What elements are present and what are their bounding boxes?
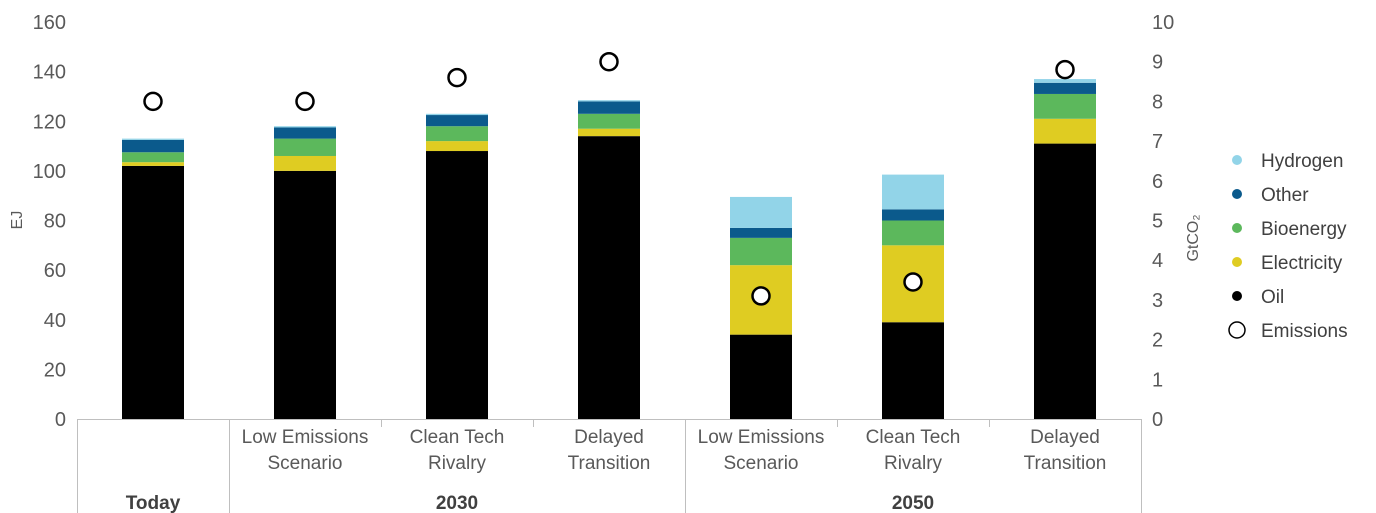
x-category-label: Clean Tech	[866, 427, 961, 448]
bar-segment-bioenergy	[426, 126, 488, 142]
bar-segment-other	[1034, 82, 1096, 94]
legend-marker-bioenergy	[1232, 223, 1242, 233]
y-right-tick-label: 6	[1152, 171, 1163, 193]
bar-segment-oil	[730, 334, 792, 419]
legend-label-other: Other	[1261, 185, 1309, 206]
y-right-tick-label: 3	[1152, 290, 1163, 312]
bar-segment-bioenergy	[122, 152, 184, 163]
bar-segment-oil	[1034, 143, 1096, 420]
y-axis-right-ticks: 0 1 2 3 4 5 6 7 8 9 10	[1152, 12, 1174, 431]
x-category-label: Low Emissions	[698, 427, 825, 448]
y-left-tick-label: 60	[44, 260, 66, 282]
emissions-point	[447, 67, 467, 88]
x-category-label: Scenario	[268, 453, 343, 474]
legend-label-bioenergy: Bioenergy	[1261, 219, 1347, 240]
bar-segment-oil	[426, 151, 488, 419]
y-right-tick-label: 8	[1152, 91, 1163, 113]
bar-segment-bioenergy	[274, 138, 336, 156]
legend-marker-other	[1232, 189, 1242, 199]
x-group-label: Today	[126, 493, 181, 513]
x-group-label: 2030	[436, 493, 478, 513]
y-right-tick-label: 5	[1152, 211, 1163, 233]
emissions-point	[599, 51, 619, 72]
x-category-label: Low Emissions	[242, 427, 369, 448]
x-category-label: Delayed	[1030, 427, 1100, 448]
emissions-point	[143, 91, 163, 112]
legend-marker-emissions	[1228, 321, 1246, 339]
legend-marker-electricity	[1232, 257, 1242, 267]
legend-marker-oil	[1232, 291, 1242, 301]
x-axis: Low Emissions Scenario Clean Tech Rivalry De…	[77, 419, 1142, 513]
y-right-tick-label: 1	[1152, 369, 1163, 391]
bar-segment-oil	[274, 170, 336, 419]
y-right-tick-label: 0	[1152, 409, 1163, 431]
emissions-point	[903, 272, 923, 292]
bar-segment-electricity	[578, 128, 640, 137]
y-left-tick-label: 140	[33, 62, 66, 84]
emissions-point	[295, 91, 315, 112]
legend-label-hydrogen: Hydrogen	[1261, 151, 1343, 172]
bar-segment-bioenergy	[578, 113, 640, 129]
bar-segment-oil	[122, 165, 184, 419]
bar-segment-other	[730, 227, 792, 238]
bar-segment-oil	[882, 322, 944, 419]
bar-segment-electricity	[426, 141, 488, 152]
bar-segment-hydrogen	[122, 138, 184, 140]
bar-segment-electricity	[274, 155, 336, 171]
y-left-tick-label: 20	[44, 359, 66, 381]
bar-segment-other	[578, 101, 640, 114]
legend-label-oil: Oil	[1261, 287, 1284, 308]
y-right-tick-label: 9	[1152, 52, 1163, 74]
legend-label-emissions: Emissions	[1261, 321, 1348, 342]
y-axis-right-label: GtCO₂	[1185, 214, 1202, 261]
bar-segment-hydrogen	[274, 126, 336, 128]
emissions-point	[1055, 59, 1075, 80]
x-category-label: Rivalry	[428, 453, 487, 474]
y-left-tick-label: 40	[44, 310, 66, 332]
x-category-label: Transition	[1024, 453, 1107, 474]
y-right-tick-label: 2	[1152, 330, 1163, 352]
emissions-markers	[143, 51, 1075, 306]
bar-segment-other	[274, 127, 336, 139]
y-left-tick-label: 100	[33, 161, 66, 183]
bar-segment-bioenergy	[1034, 93, 1096, 119]
bar-segment-other	[882, 209, 944, 221]
y-left-tick-label: 80	[44, 211, 66, 233]
bar-segment-hydrogen	[882, 174, 944, 210]
x-category-label: Clean Tech	[410, 427, 505, 448]
bar-segment-hydrogen	[426, 113, 488, 116]
legend: Hydrogen Other Bioenergy Electricity Oil Emis…	[1228, 151, 1348, 342]
y-axis-left-label: EJ	[9, 211, 26, 230]
bar-segment-other	[426, 115, 488, 127]
bar-segment-electricity	[1034, 118, 1096, 144]
legend-label-electricity: Electricity	[1261, 253, 1343, 274]
legend-marker-hydrogen	[1232, 155, 1242, 165]
bar-segment-hydrogen	[730, 196, 792, 228]
x-category-label: Scenario	[724, 453, 799, 474]
x-category-label: Delayed	[574, 427, 644, 448]
y-right-tick-label: 10	[1152, 12, 1174, 34]
y-axis-left-ticks: 0 20 40 60 80 100 120 140 160	[33, 12, 66, 431]
y-right-tick-label: 4	[1152, 250, 1163, 272]
bar-segment-electricity	[122, 162, 184, 166]
x-group-label: 2050	[892, 493, 934, 513]
bar-segment-bioenergy	[730, 237, 792, 266]
bar-segment-other	[122, 139, 184, 153]
bar-segment-oil	[578, 136, 640, 419]
y-left-tick-label: 0	[55, 409, 66, 431]
y-left-tick-label: 120	[33, 111, 66, 133]
bar-segment-hydrogen	[1034, 79, 1096, 83]
emissions-point	[751, 286, 771, 306]
y-right-tick-label: 7	[1152, 131, 1163, 153]
bar-segment-bioenergy	[882, 220, 944, 246]
x-category-label: Rivalry	[884, 453, 943, 474]
x-category-label: Transition	[568, 453, 651, 474]
y-left-tick-label: 160	[33, 12, 66, 34]
bar-stacks	[122, 79, 1096, 420]
bar-segment-hydrogen	[578, 100, 640, 102]
